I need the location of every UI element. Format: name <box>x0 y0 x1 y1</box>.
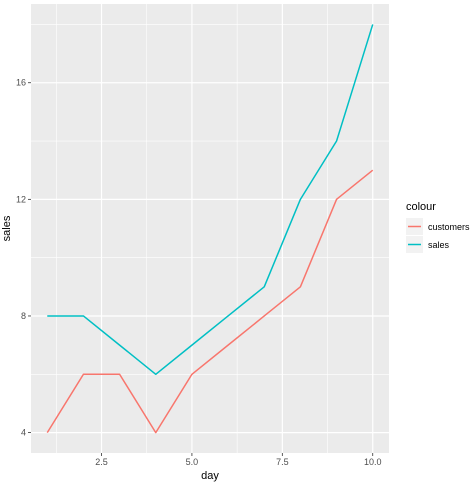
y-tick-label: 16 <box>16 78 26 88</box>
series-lines <box>46 24 374 434</box>
x-tick-label: 2.5 <box>95 457 108 467</box>
y-axis-ticks: 4 8 12 16 <box>16 78 31 438</box>
legend-items: customers sales <box>406 218 470 253</box>
y-tick-label: 8 <box>21 311 26 321</box>
series-line-customers <box>46 169 374 434</box>
x-axis-ticks: 2.5 5.0 7.5 10.0 <box>95 453 381 467</box>
y-tick-label: 12 <box>16 194 26 204</box>
y-axis-title: sales <box>1 215 13 241</box>
x-tick-label: 7.5 <box>276 457 289 467</box>
series-line-sales <box>47 24 374 376</box>
x-axis-title: day <box>201 470 219 482</box>
legend: colour customers sales <box>406 201 470 253</box>
y-tick-label: 4 <box>21 428 26 438</box>
panel-background <box>31 4 389 453</box>
x-tick-label: 10.0 <box>364 457 382 467</box>
x-tick-label: 5.0 <box>186 457 199 467</box>
legend-label-sales: sales <box>428 240 450 250</box>
legend-title: colour <box>406 201 436 213</box>
legend-label-customers: customers <box>428 222 470 232</box>
major-gridlines <box>31 4 389 453</box>
